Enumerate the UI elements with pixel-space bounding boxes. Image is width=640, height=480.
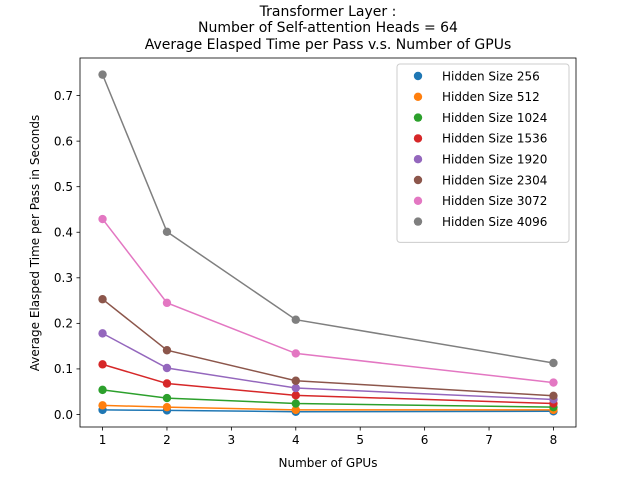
legend-label-7: Hidden Size 4096 bbox=[442, 215, 547, 229]
legend-marker-4 bbox=[413, 155, 423, 164]
data-point-6-3 bbox=[549, 378, 558, 387]
data-point-3-2 bbox=[291, 391, 300, 400]
legend-label-1: Hidden Size 512 bbox=[442, 90, 540, 104]
y-tick-label-4: 0.4 bbox=[54, 226, 73, 240]
x-tick-label-3: 4 bbox=[292, 433, 300, 447]
series-line-7 bbox=[101, 74, 554, 364]
data-point-7-1 bbox=[162, 227, 172, 236]
legend-marker-5 bbox=[413, 175, 423, 185]
data-point-5-2 bbox=[291, 376, 300, 385]
data-point-2-0 bbox=[98, 385, 107, 395]
data-point-4-1 bbox=[162, 363, 172, 373]
chart-title-line-2: Number of Self-attention Heads = 64 bbox=[198, 20, 458, 36]
legend-marker-2 bbox=[413, 113, 423, 122]
axes-frame bbox=[79, 57, 577, 428]
x-tick-label-0: 1 bbox=[99, 433, 107, 447]
data-point-1-0 bbox=[98, 401, 107, 410]
x-axis-label: Number of GPUs bbox=[279, 456, 378, 470]
data-point-3-0 bbox=[98, 360, 107, 369]
series-line-2 bbox=[102, 389, 554, 408]
legend-marker-3 bbox=[413, 134, 423, 143]
x-tick-label-5: 6 bbox=[421, 433, 429, 447]
legend-marker-0 bbox=[413, 71, 423, 81]
series-line-6 bbox=[101, 218, 554, 384]
series-line-1 bbox=[102, 404, 554, 411]
legend-label-5: Hidden Size 2304 bbox=[442, 173, 547, 187]
legend: Hidden Size 256 Hidden Size 512 Hidden Siz… bbox=[396, 63, 570, 243]
axes: 1 2 3 4 5 6 7 8 0.0 0.1 0.2 0.3 0.4 0.5 0.6 0.7 bbox=[54, 57, 577, 447]
data-point-2-2 bbox=[291, 399, 300, 408]
data-point-3-1 bbox=[162, 379, 172, 388]
series-line-5 bbox=[102, 298, 554, 397]
chart-title-line-1: Transformer Layer : bbox=[259, 4, 397, 20]
data-point-4-2 bbox=[291, 383, 300, 393]
data-point-6-1 bbox=[162, 298, 172, 308]
chart-title-line-3: Average Elasped Time per Pass v.s. Numbe… bbox=[145, 37, 512, 53]
data-point-6-2 bbox=[291, 349, 300, 358]
chart-title: Transformer Layer : Number of Self-atten… bbox=[145, 4, 512, 53]
x-tick-label-2: 3 bbox=[228, 433, 236, 447]
y-tick-label-2: 0.2 bbox=[54, 317, 73, 331]
data-point-7-3 bbox=[549, 358, 558, 368]
series-line-0 bbox=[102, 409, 554, 413]
series-line-4 bbox=[102, 332, 554, 401]
legend-marker-1 bbox=[413, 92, 423, 102]
data-point-5-1 bbox=[162, 346, 172, 355]
data-point-2-1 bbox=[162, 393, 172, 403]
legend-label-3: Hidden Size 1536 bbox=[442, 132, 547, 146]
data-point-1-2 bbox=[291, 405, 300, 415]
y-tick-label-3: 0.3 bbox=[54, 271, 73, 285]
series-line-3 bbox=[102, 363, 554, 405]
legend-marker-7 bbox=[413, 217, 423, 226]
data-point-5-0 bbox=[98, 295, 107, 304]
legend-box bbox=[396, 63, 570, 243]
legend-label-0: Hidden Size 256 bbox=[442, 69, 540, 83]
x-tick-label-7: 8 bbox=[550, 433, 558, 447]
x-tick-label-1: 2 bbox=[163, 433, 171, 447]
data-point-4-0 bbox=[98, 329, 107, 338]
data-point-6-0 bbox=[98, 214, 107, 224]
data-point-7-0 bbox=[98, 70, 107, 79]
y-tick-label-1: 0.1 bbox=[54, 362, 73, 376]
plot-area bbox=[98, 70, 558, 416]
x-tick-label-6: 7 bbox=[485, 433, 493, 447]
legend-label-6: Hidden Size 3072 bbox=[442, 194, 547, 208]
y-tick-label-0: 0.0 bbox=[54, 408, 73, 422]
y-tick-label-5: 0.5 bbox=[54, 180, 73, 194]
y-axis-label: Average Elasped Time per Pass in Seconds bbox=[28, 115, 42, 372]
y-tick-label-7: 0.7 bbox=[54, 89, 73, 103]
y-tick-label-6: 0.6 bbox=[54, 134, 73, 148]
legend-marker-6 bbox=[413, 196, 423, 205]
legend-label-4: Hidden Size 1920 bbox=[442, 153, 547, 167]
legend-label-2: Hidden Size 1024 bbox=[442, 111, 547, 125]
x-tick-label-4: 5 bbox=[356, 433, 364, 447]
data-point-5-3 bbox=[549, 391, 558, 400]
data-point-1-1 bbox=[162, 402, 172, 412]
data-point-7-2 bbox=[291, 315, 300, 324]
